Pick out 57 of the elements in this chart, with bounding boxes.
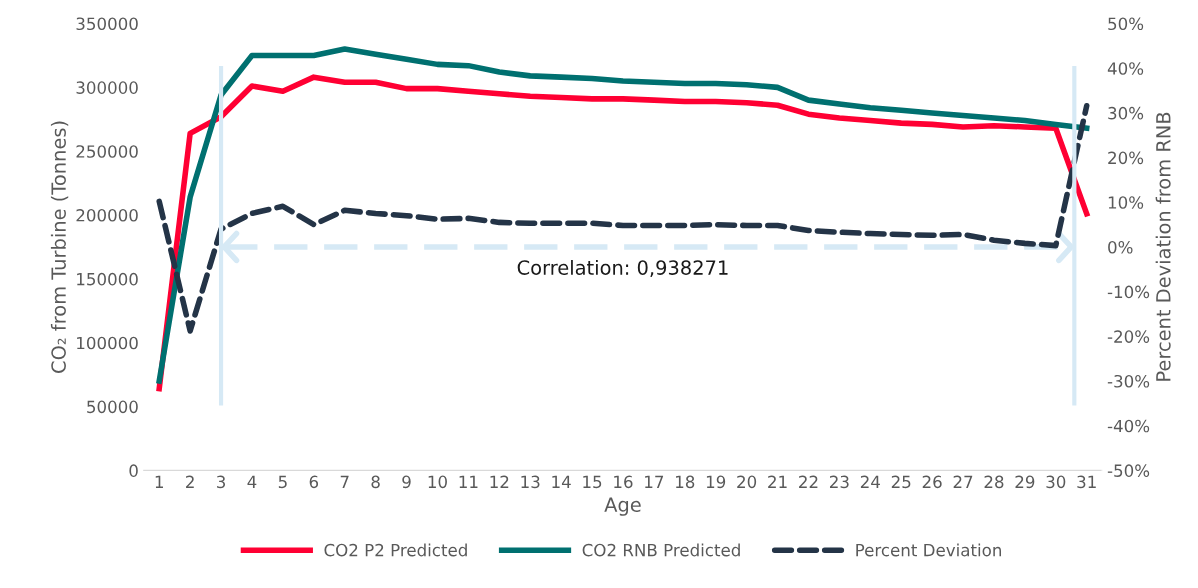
x-tick-label: 5 <box>278 475 287 489</box>
x-tick-label: 18 <box>676 475 695 489</box>
y-tick-label: 200000 <box>76 209 138 222</box>
x-tick-label: 8 <box>371 475 380 489</box>
y2-tick-label: -50% <box>1107 464 1150 477</box>
y2-tick-label: 40% <box>1107 62 1144 75</box>
x-tick-label: 26 <box>922 475 942 489</box>
y-tick-label: 300000 <box>76 81 138 94</box>
y2-axis-title: Percent Deviation from RNB <box>1155 112 1171 381</box>
x-tick-label: 6 <box>309 475 319 489</box>
x-axis-title: Age <box>604 497 641 516</box>
x-tick-label: 22 <box>799 475 818 488</box>
y2-tick-label: 50% <box>1108 17 1144 31</box>
y2-tick-label: 10% <box>1108 196 1144 209</box>
y2-tick-label: 0% <box>1108 240 1133 254</box>
y2-tick-label: 20% <box>1108 151 1144 165</box>
x-tick-label: 2 <box>186 475 194 488</box>
x-tick-label: 21 <box>768 475 787 488</box>
x-tick-label: 15 <box>583 475 602 489</box>
legend-label: CO2 RNB Predicted <box>582 543 740 557</box>
x-tick-label: 7 <box>340 475 349 488</box>
y2-tick-label: 30% <box>1108 106 1144 120</box>
x-tick-label: 4 <box>247 475 257 488</box>
x-tick-label: 19 <box>706 475 726 489</box>
y-tick-label: 50000 <box>87 400 138 414</box>
x-tick-label: 10 <box>428 475 447 489</box>
x-tick-label: 3 <box>217 475 226 489</box>
y2-tick-label: -20% <box>1107 330 1150 343</box>
x-tick-label: 16 <box>614 475 633 489</box>
y-tick-label: 250000 <box>76 145 138 158</box>
x-tick-label: 23 <box>829 475 849 489</box>
x-tick-label: 25 <box>891 475 911 489</box>
x-tick-label: 12 <box>490 475 509 488</box>
x-tick-label: 13 <box>521 475 540 489</box>
legend-label: CO2 P2 Predicted <box>324 543 467 557</box>
y2-tick-label: -40% <box>1107 419 1150 433</box>
x-tick-label: 29 <box>1015 475 1035 489</box>
y-axis-title: CO₂ from Turbine (Tonnes) <box>50 121 69 373</box>
legend-label: Percent Deviation <box>856 543 1001 557</box>
y-tick-label: 350000 <box>76 17 138 31</box>
x-tick-label: 17 <box>645 475 664 488</box>
x-tick-label: 27 <box>953 475 973 488</box>
x-tick-label: 1 <box>155 475 163 488</box>
x-tick-label: 31 <box>1077 475 1096 489</box>
y2-tick-label: -10% <box>1107 285 1150 299</box>
x-tick-label: 9 <box>402 475 411 489</box>
y-tick-label: 150000 <box>77 272 138 286</box>
y-tick-label: 0 <box>129 464 138 477</box>
x-tick-label: 20 <box>737 475 757 489</box>
x-tick-label: 28 <box>984 475 1004 489</box>
annotation: Correlation: 0,938271 <box>517 259 728 277</box>
y2-tick-label: -30% <box>1107 374 1150 388</box>
x-tick-label: 30 <box>1046 475 1066 489</box>
y-tick-label: 100000 <box>77 336 138 350</box>
x-tick-label: 14 <box>552 475 571 488</box>
x-tick-label: 24 <box>860 475 880 488</box>
x-tick-label: 11 <box>459 475 478 488</box>
